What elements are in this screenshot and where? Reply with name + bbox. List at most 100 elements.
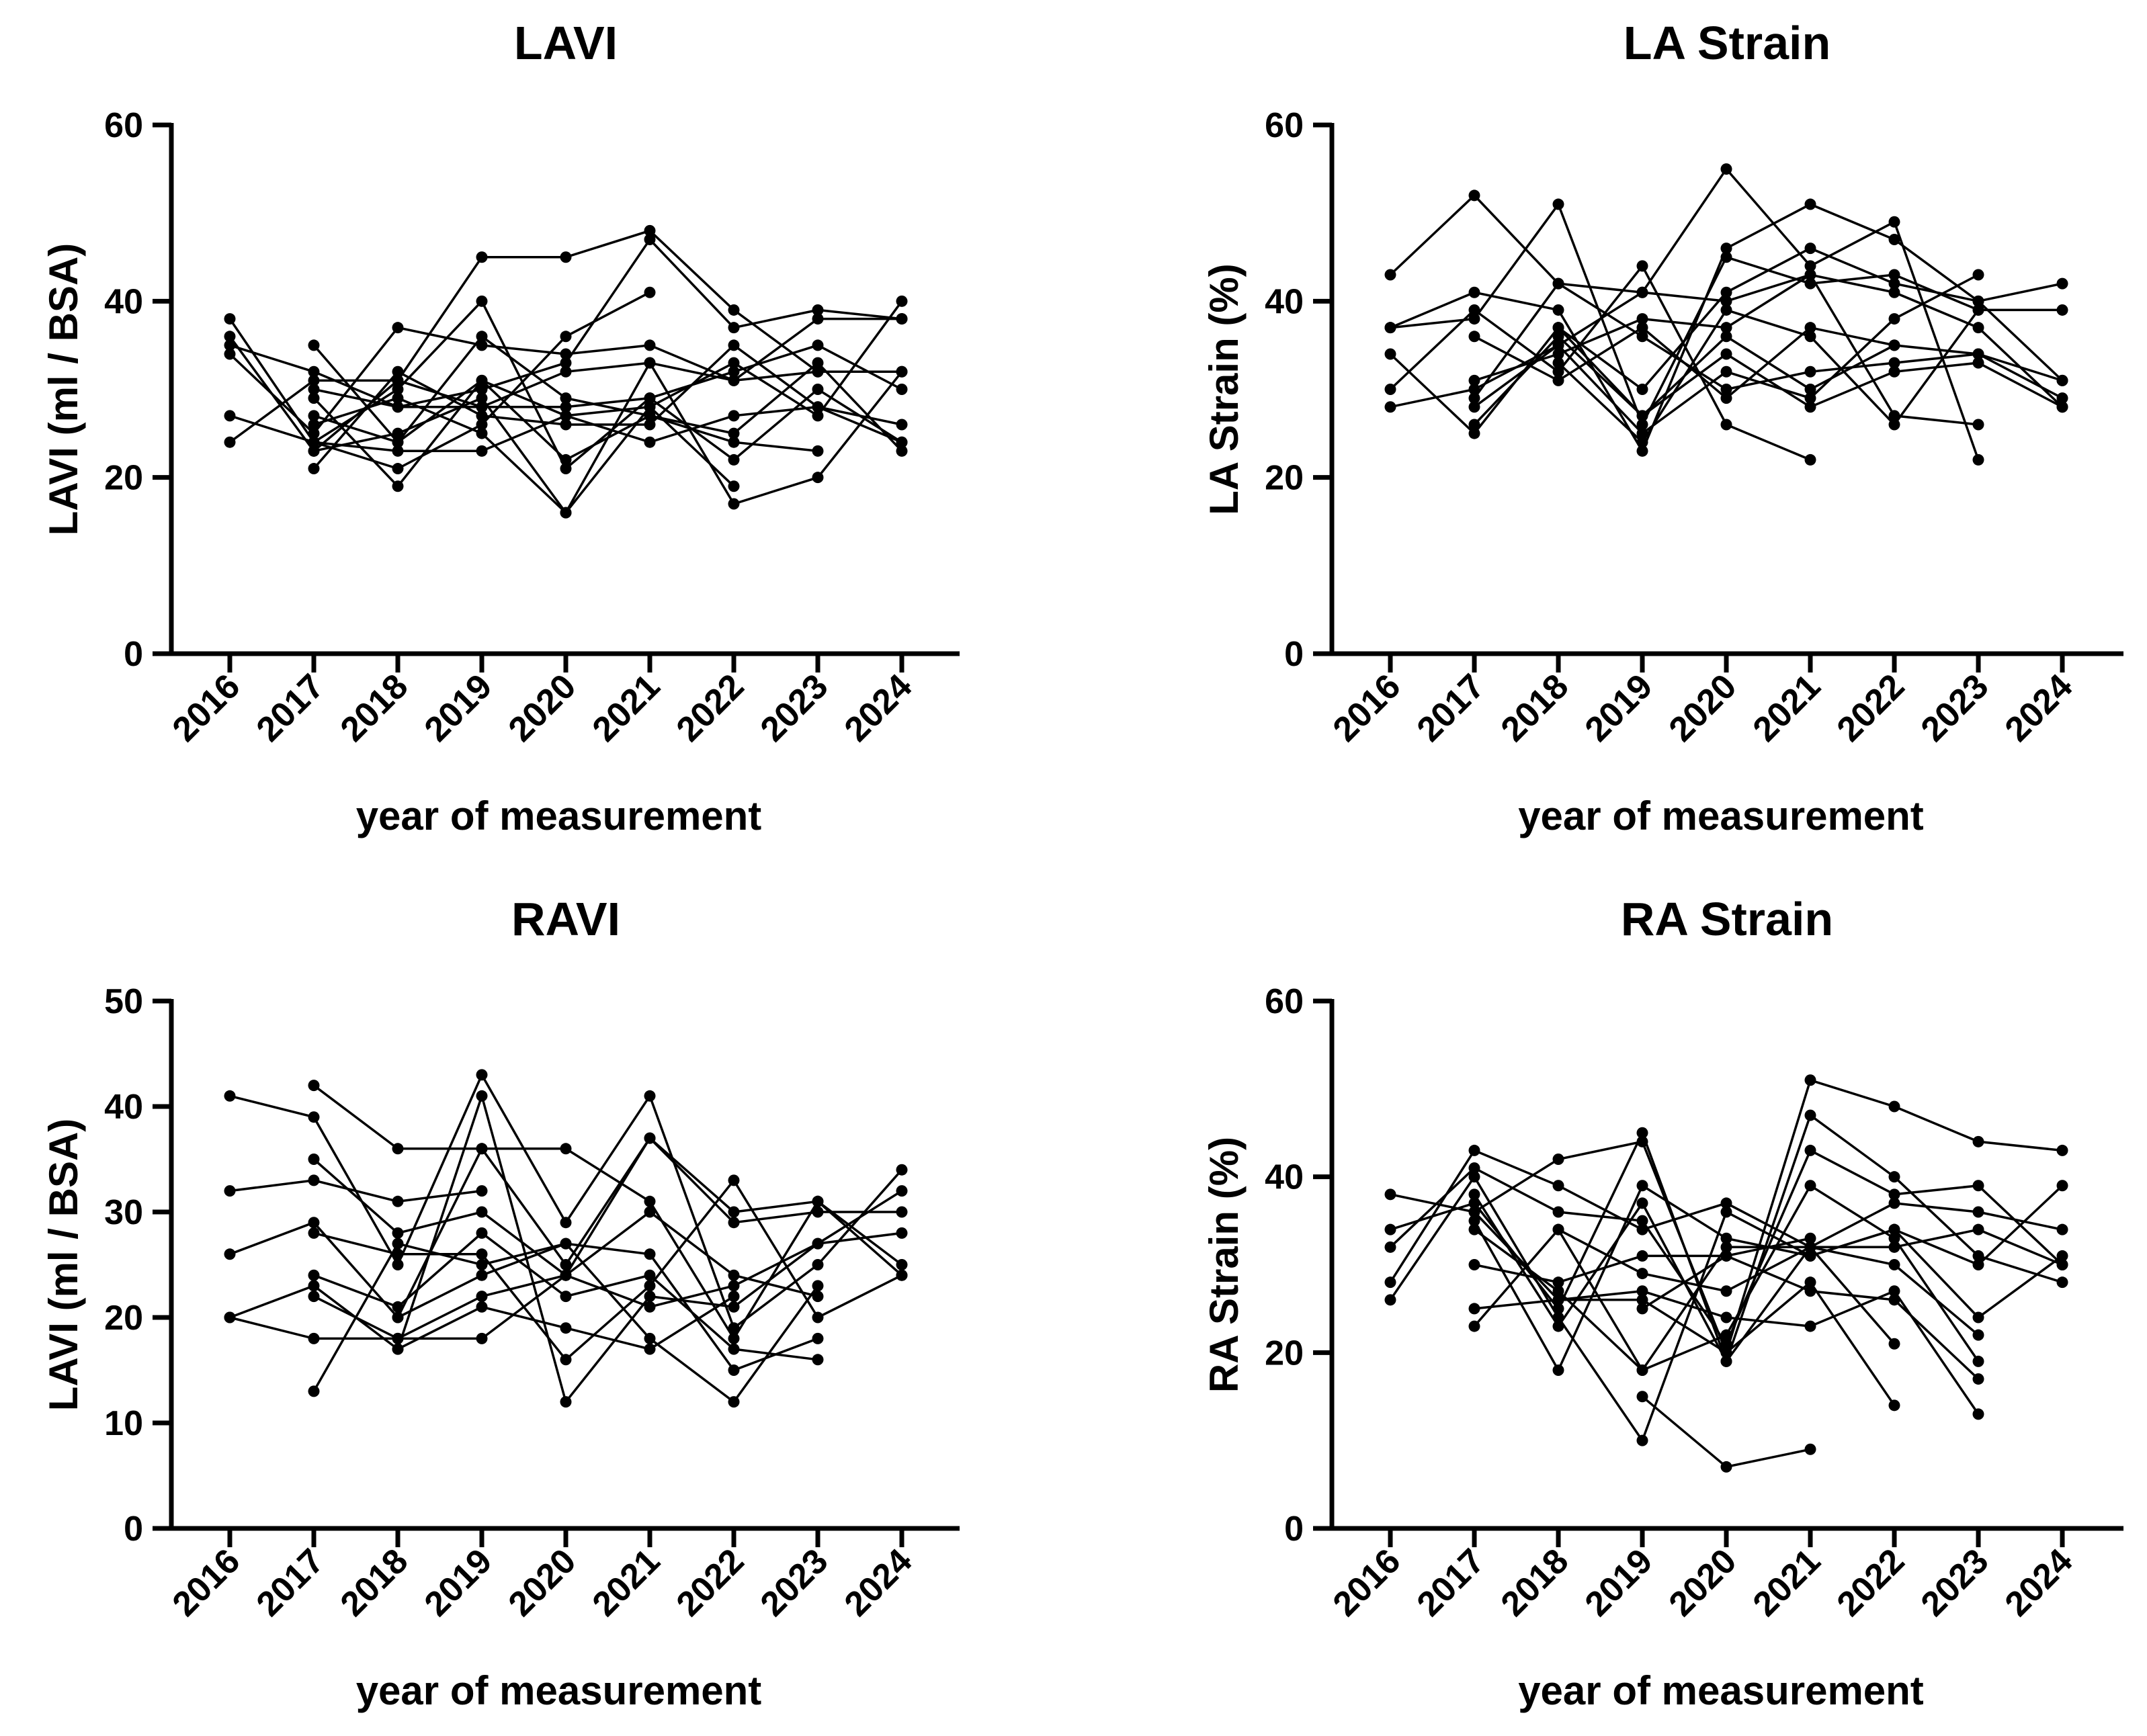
series-p13	[1552, 1223, 2068, 1297]
x-tick-label: 2016	[1326, 1541, 1408, 1624]
data-point	[1888, 365, 1900, 378]
data-point	[1468, 331, 1480, 343]
data-point	[896, 365, 908, 378]
data-point	[1636, 286, 1648, 298]
data-point	[1468, 384, 1480, 395]
data-point	[1468, 1320, 1480, 1332]
y-axis-label: LAVI (ml / BSA)	[41, 1119, 86, 1412]
data-point	[1888, 286, 1900, 298]
y-tick-label: 0	[1284, 1510, 1304, 1549]
data-point	[1552, 1285, 1564, 1297]
data-point	[476, 339, 488, 351]
x-tick-label: 2019	[417, 666, 500, 749]
data-point	[1636, 1364, 1648, 1376]
data-point	[1468, 401, 1480, 413]
data-point	[392, 401, 404, 413]
y-axis-label: LAVI (ml / BSA)	[41, 243, 86, 536]
x-tick-label: 2019	[1578, 1541, 1660, 1624]
data-point	[1636, 1215, 1648, 1227]
data-point	[1552, 322, 1564, 334]
data-point	[392, 1259, 404, 1270]
data-point	[1552, 374, 1564, 386]
data-point	[1636, 1391, 1648, 1403]
series-p6	[308, 1080, 908, 1270]
data-point	[1384, 269, 1396, 281]
series-p12	[392, 1238, 824, 1408]
data-point	[308, 1332, 320, 1344]
data-point	[896, 1185, 908, 1197]
data-point	[1468, 427, 1480, 439]
data-point	[560, 401, 572, 413]
data-point	[812, 401, 824, 413]
data-point	[392, 480, 404, 492]
x-tick-label: 2018	[333, 666, 416, 749]
data-point	[1804, 365, 1816, 378]
data-point	[1720, 163, 1732, 175]
series-p5	[1384, 260, 1816, 466]
series-p12	[1552, 304, 1984, 448]
series-p3	[1384, 1144, 2068, 1350]
data-point	[1636, 331, 1648, 343]
data-point	[308, 384, 320, 395]
series-p7	[1468, 269, 1984, 431]
data-point	[1636, 260, 1648, 272]
data-point	[644, 419, 656, 431]
data-point	[1468, 1162, 1480, 1174]
x-tick-label: 2018	[1494, 666, 1576, 749]
chart-title: LA Strain	[1624, 17, 1831, 69]
data-point	[224, 339, 236, 351]
data-point	[644, 1269, 656, 1281]
data-point	[1384, 1276, 1396, 1289]
x-tick-label: 2017	[249, 1541, 332, 1624]
data-point	[1804, 1276, 1816, 1289]
x-tick-label: 2023	[753, 1541, 836, 1624]
x-axis-label: year of measurement	[356, 793, 762, 838]
series-line	[397, 1242, 819, 1404]
y-tick-label: 0	[124, 635, 143, 674]
series-p4	[1384, 1144, 2068, 1289]
data-point	[728, 357, 740, 369]
data-point	[308, 392, 320, 404]
data-point	[1720, 1311, 1732, 1323]
y-tick-label: 20	[104, 459, 143, 498]
data-point	[224, 331, 236, 343]
data-point	[1888, 1223, 1900, 1235]
data-point	[224, 1248, 236, 1260]
data-point	[476, 1269, 488, 1281]
chart-title: RAVI	[511, 893, 620, 945]
data-point	[1972, 1355, 1984, 1367]
data-point	[1720, 331, 1732, 343]
x-tick-label: 2023	[1914, 666, 1996, 749]
data-point	[728, 322, 740, 334]
data-point	[812, 304, 824, 316]
x-tick-label: 2018	[1494, 1541, 1576, 1624]
data-point	[1468, 1303, 1480, 1315]
data-point	[308, 1280, 320, 1292]
data-point	[1888, 419, 1900, 431]
data-point	[1552, 1206, 1564, 1218]
data-point	[1804, 453, 1816, 466]
data-point	[1804, 401, 1816, 413]
data-point	[1552, 304, 1564, 316]
data-point	[812, 1311, 824, 1323]
data-point	[560, 463, 572, 475]
x-tick-label: 2024	[837, 666, 920, 749]
data-point	[1636, 1434, 1648, 1446]
data-point	[1888, 357, 1900, 369]
series-line	[312, 1084, 903, 1267]
data-point	[476, 384, 488, 395]
data-point	[812, 365, 824, 378]
series-p14	[308, 401, 908, 457]
data-point	[476, 1143, 488, 1155]
x-tick-label: 2024	[837, 1541, 920, 1624]
y-tick-label: 0	[1284, 635, 1304, 674]
chart-panel-3: RA Strain 0 20 40 60 2016 2017 2018 2019 2020 2021…	[1202, 893, 2123, 1713]
data-point	[728, 1322, 740, 1334]
data-point	[392, 1238, 404, 1250]
data-point	[224, 1185, 236, 1197]
data-point	[1720, 322, 1732, 334]
series-line	[313, 396, 735, 515]
data-point	[728, 480, 740, 492]
series-line	[229, 1179, 482, 1203]
data-point	[728, 1332, 740, 1344]
